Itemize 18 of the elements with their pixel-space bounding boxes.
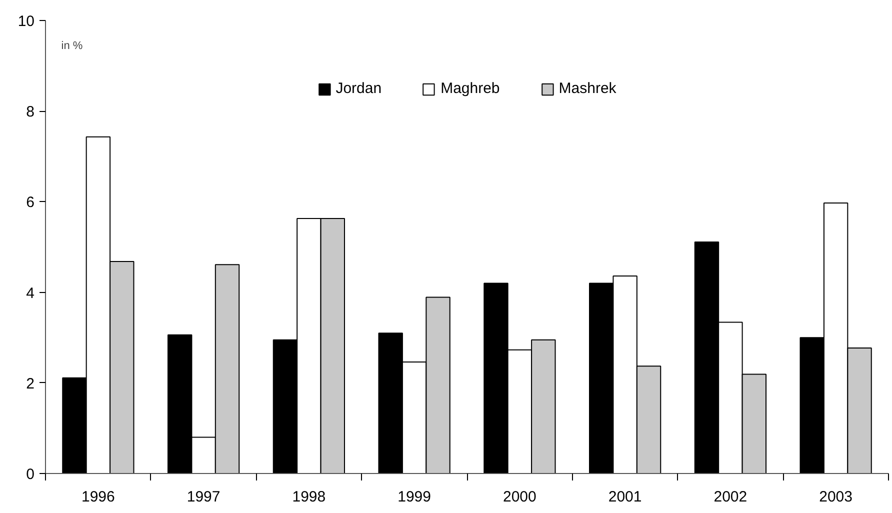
x-tick-label: 2001 xyxy=(608,488,642,506)
y-tick-label: 6 xyxy=(26,194,34,212)
annotation: in % xyxy=(61,40,83,52)
legend-label: Mashrek xyxy=(558,80,616,97)
x-tick-label: 1996 xyxy=(82,488,115,506)
x-tick-label: 1998 xyxy=(292,488,326,506)
x-tick-label: 2000 xyxy=(503,488,536,506)
y-tick-label: 2 xyxy=(26,375,34,392)
legend-label: Jordan xyxy=(336,80,382,97)
y-tick-label: 0 xyxy=(26,466,34,483)
x-tick-label: 1999 xyxy=(398,488,432,506)
legend-label: Maghreb xyxy=(440,80,500,97)
y-tick-label: 8 xyxy=(26,104,34,121)
y-tick-label: 10 xyxy=(18,13,35,30)
y-tick-label: 4 xyxy=(26,284,34,302)
x-tick-label: 1997 xyxy=(186,488,220,506)
x-tick-label: 2002 xyxy=(714,488,748,506)
x-tick-label: 2003 xyxy=(819,488,853,506)
